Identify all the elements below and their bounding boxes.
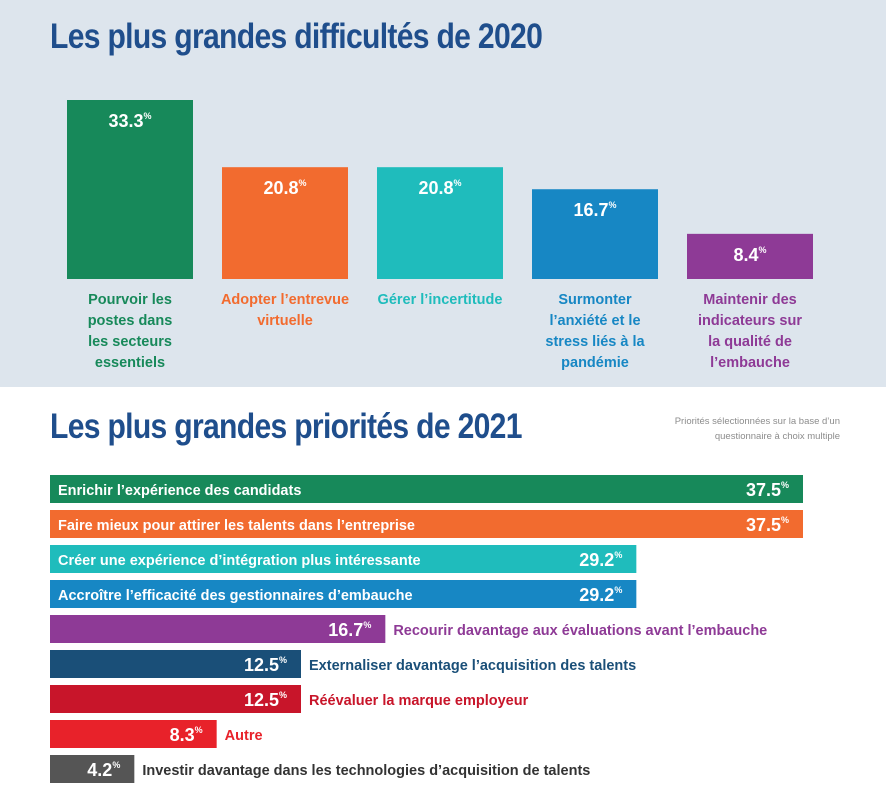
category-label-2020: Pourvoir les postes dans les secteurs essen… bbox=[60, 290, 200, 374]
category-label-2021: Accroître l’efficacité des gestionnaires… bbox=[58, 588, 413, 604]
bar-2021 bbox=[50, 755, 135, 783]
bar-2021 bbox=[50, 510, 803, 538]
category-label-2021: Autre bbox=[225, 728, 263, 744]
value-label-2021: 8.3% bbox=[170, 725, 203, 745]
category-label-2021: Réévaluer la marque employeur bbox=[309, 693, 529, 709]
category-label-2021: Investir davantage dans les technologies… bbox=[142, 763, 590, 779]
category-label-line: stress liés à la bbox=[545, 334, 645, 350]
value-label-2021: 12.5% bbox=[244, 655, 287, 675]
value-label-2020: 33.3% bbox=[108, 111, 151, 131]
category-label-line: l’anxiété et le bbox=[549, 313, 641, 329]
bar-2021 bbox=[50, 650, 301, 678]
bar-2020 bbox=[67, 100, 193, 279]
value-label-2021: 37.5% bbox=[746, 515, 789, 535]
chart-title-2020: Les plus grandes difficultés de 2020 bbox=[50, 17, 543, 56]
category-label-line: Maintenir des bbox=[703, 292, 797, 308]
category-label-line: postes dans bbox=[87, 313, 173, 329]
category-label-2021: Faire mieux pour attirer les talents dan… bbox=[58, 518, 415, 534]
value-label-2021: 29.2% bbox=[579, 550, 622, 570]
category-label-2021: Externaliser davantage l’acquisition des… bbox=[309, 658, 636, 674]
bar-2021 bbox=[50, 685, 301, 713]
value-label-2020: 20.8% bbox=[418, 178, 461, 198]
chart-title-2021: Les plus grandes priorités de 2021 bbox=[50, 407, 522, 446]
bar-2020 bbox=[222, 167, 348, 279]
category-labels-2020: Pourvoir les postes dans les secteurs essen… bbox=[0, 0, 886, 387]
category-label-line: indicateurs sur bbox=[698, 313, 802, 329]
category-label-2020: Maintenir des indicateurs sur la qualité d… bbox=[680, 290, 820, 374]
value-label-2020: 8.4% bbox=[733, 245, 766, 265]
value-label-2020: 16.7% bbox=[573, 200, 616, 220]
chart-note: Priorités sélectionnées sur la base d’un… bbox=[674, 416, 840, 442]
category-label-line: l’embauche bbox=[710, 355, 790, 371]
bar-2021 bbox=[50, 545, 637, 573]
category-label-2021: Enrichir l’expérience des candidats bbox=[58, 483, 301, 499]
value-label-2021: 37.5% bbox=[746, 480, 789, 500]
bar-2021 bbox=[50, 580, 637, 608]
bar-2021 bbox=[50, 720, 217, 748]
bar-2020 bbox=[687, 233, 813, 279]
category-label-2021: Créer une expérience d’intégration plus … bbox=[58, 553, 421, 569]
value-label-2021: 16.7% bbox=[328, 620, 371, 640]
category-label-2021: Recourir davantage aux évaluations avant… bbox=[393, 623, 767, 639]
value-label-2021: 29.2% bbox=[579, 585, 622, 605]
category-label-line: essentiels bbox=[94, 355, 166, 371]
category-label-line: Surmonter bbox=[558, 292, 632, 308]
bar-2020 bbox=[532, 189, 658, 279]
value-label-2021: 12.5% bbox=[244, 690, 287, 710]
bar-2021 bbox=[50, 475, 803, 503]
bar-2021 bbox=[50, 615, 386, 643]
category-label-2020: Surmonter l’anxiété et le stress liés à la… bbox=[525, 290, 665, 374]
bar-2020 bbox=[377, 167, 503, 279]
category-label-line: Adopter l’entrevue bbox=[220, 292, 350, 308]
category-label-2020: Adopter l’entrevue virtuelle bbox=[215, 290, 355, 332]
category-label-line: la qualité de bbox=[708, 334, 792, 350]
category-label-2020: Gérer l’incertitude bbox=[370, 290, 510, 311]
category-label-line: virtuelle bbox=[257, 313, 313, 329]
category-label-line: pandémie bbox=[561, 355, 629, 371]
vertical-bar-chart-2020: 33.3% 20.8% 20.8% 16.7% 8.4% bbox=[67, 100, 813, 279]
category-label-line: les secteurs bbox=[88, 334, 172, 350]
category-label-line: Gérer l’incertitude bbox=[377, 292, 503, 308]
value-label-2021: 4.2% bbox=[87, 760, 120, 780]
category-label-line: Pourvoir les bbox=[88, 292, 172, 308]
value-label-2020: 20.8% bbox=[263, 178, 306, 198]
